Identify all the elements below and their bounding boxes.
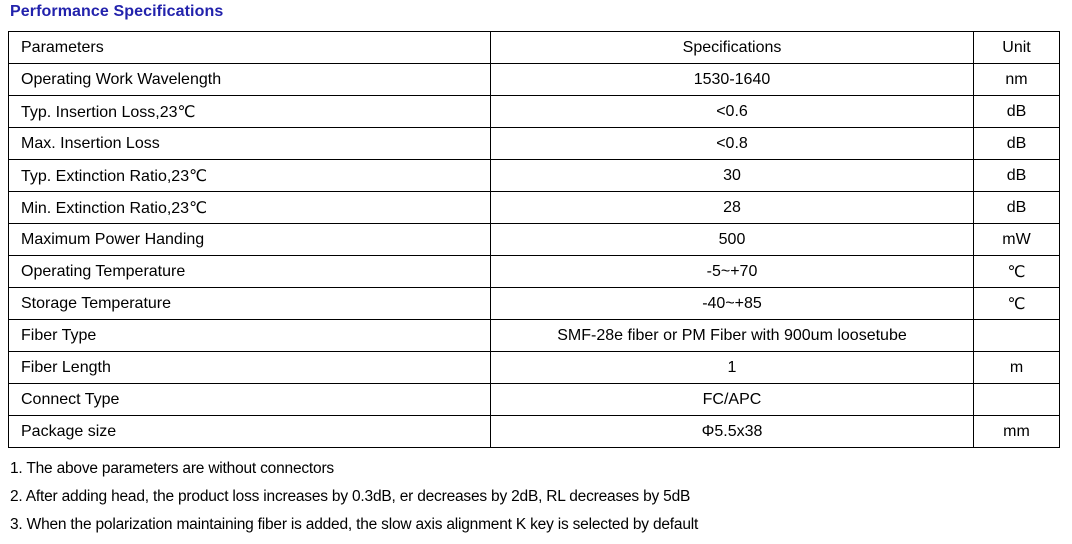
table-header-row: Parameters Specifications Unit [8,31,1060,64]
specification-cell: -40~+85 [490,287,974,320]
unit-cell: ℃ [973,255,1060,288]
table-row: Operating Temperature -5~+70 ℃ [8,255,1060,288]
specification-cell: SMF-28e fiber or PM Fiber with 900um loo… [490,319,974,352]
parameter-cell: Maximum Power Handing [8,223,491,256]
specification-cell: <0.8 [490,127,974,160]
table-row: Fiber Type SMF-28e fiber or PM Fiber wit… [8,319,1060,352]
performance-spec-table: Parameters Specifications Unit Operating… [8,31,1060,448]
specification-cell: 30 [490,159,974,192]
page-title: Performance Specifications [10,3,224,20]
parameter-cell: Package size [8,415,491,448]
unit-cell: m [973,351,1060,384]
parameter-cell: Typ. Insertion Loss,23℃ [8,95,491,128]
unit-cell [973,383,1060,416]
column-header-unit: Unit [973,31,1060,64]
parameter-cell: Max. Insertion Loss [8,127,491,160]
specification-cell: 500 [490,223,974,256]
column-header-specifications: Specifications [490,31,974,64]
parameter-cell: Fiber Type [8,319,491,352]
table-row: Storage Temperature -40~+85 ℃ [8,287,1060,320]
unit-cell: dB [973,159,1060,192]
table-row: Connect Type FC/APC [8,383,1060,416]
specification-cell: -5~+70 [490,255,974,288]
specification-cell: Φ5.5x38 [490,415,974,448]
table-row: Operating Work Wavelength 1530-1640 nm [8,63,1060,96]
unit-cell: dB [973,127,1060,160]
parameter-cell: Operating Temperature [8,255,491,288]
parameter-cell: Storage Temperature [8,287,491,320]
parameter-cell: Fiber Length [8,351,491,384]
footnotes: 1. The above parameters are without conn… [10,455,698,539]
parameter-cell: Operating Work Wavelength [8,63,491,96]
table-row: Typ. Extinction Ratio,23℃ 30 dB [8,159,1060,192]
parameter-cell: Connect Type [8,383,491,416]
unit-cell: dB [973,95,1060,128]
table-row: Typ. Insertion Loss,23℃ <0.6 dB [8,95,1060,128]
specification-cell: 1 [490,351,974,384]
unit-cell: mm [973,415,1060,448]
table-row: Package size Φ5.5x38 mm [8,415,1060,448]
footnote-1: 1. The above parameters are without conn… [10,460,334,477]
table-row: Fiber Length 1 m [8,351,1060,384]
parameter-cell: Min. Extinction Ratio,23℃ [8,191,491,224]
table-row: Max. Insertion Loss <0.8 dB [8,127,1060,160]
footnote-2: 2. After adding head, the product loss i… [10,488,691,505]
table-row: Min. Extinction Ratio,23℃ 28 dB [8,191,1060,224]
parameter-cell: Typ. Extinction Ratio,23℃ [8,159,491,192]
unit-cell: dB [973,191,1060,224]
footnote-3: 3. When the polarization maintaining fib… [10,516,699,533]
specification-cell: 28 [490,191,974,224]
table-row: Maximum Power Handing 500 mW [8,223,1060,256]
specification-cell: 1530-1640 [490,63,974,96]
unit-cell [973,319,1060,352]
unit-cell: mW [973,223,1060,256]
column-header-parameters: Parameters [8,31,491,64]
specification-cell: <0.6 [490,95,974,128]
unit-cell: ℃ [973,287,1060,320]
unit-cell: nm [973,63,1060,96]
specification-cell: FC/APC [490,383,974,416]
